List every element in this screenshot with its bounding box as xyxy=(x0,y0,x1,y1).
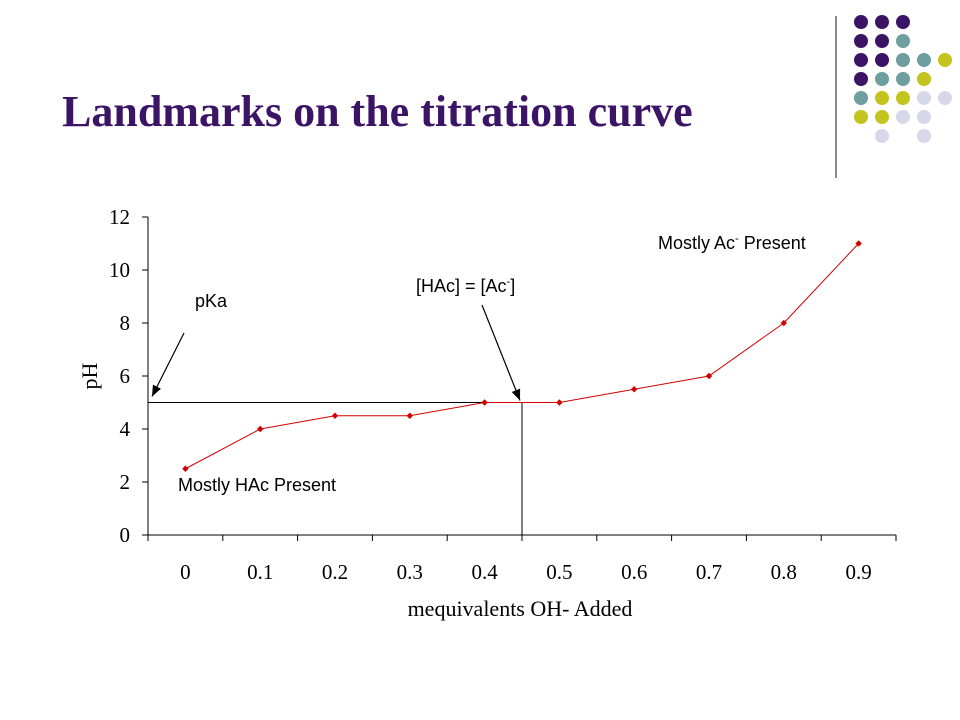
decorative-dot xyxy=(938,91,952,105)
y-tick-label: 12 xyxy=(109,205,130,229)
decorative-dot xyxy=(854,34,868,48)
x-tick-label: 0.1 xyxy=(247,560,273,584)
y-tick-label: 6 xyxy=(120,364,131,388)
y-tick-label: 4 xyxy=(120,417,131,441)
x-tick-label: 0.9 xyxy=(845,560,871,584)
data-point xyxy=(481,399,488,406)
y-tick-label: 10 xyxy=(109,258,130,282)
decorative-dot xyxy=(875,34,889,48)
data-point xyxy=(705,372,713,380)
decorative-dot xyxy=(875,72,889,86)
x-tick-label: 0.8 xyxy=(771,560,797,584)
decorative-dot xyxy=(896,110,910,124)
x-tick-label: 0.5 xyxy=(546,560,572,584)
data-point xyxy=(331,412,339,419)
half-equivalence-arrow xyxy=(481,304,521,401)
x-tick-label: 0.4 xyxy=(471,560,498,584)
reference-lines xyxy=(148,402,523,535)
y-tick-label: 0 xyxy=(120,523,131,547)
y-tick-labels: 0 2 4 6 8 10 12 xyxy=(109,205,131,547)
half-equivalence-label: [HAc] = [Ac-] xyxy=(416,276,515,296)
decorative-dot-grid xyxy=(854,15,952,143)
data-point xyxy=(406,412,413,419)
x-tick-label: 0 xyxy=(180,560,191,584)
mostly-hac-label: Mostly HAc Present xyxy=(178,475,336,495)
decorative-dot xyxy=(917,110,931,124)
decorative-dot xyxy=(917,53,931,67)
mostly-ac-label: Mostly Ac- Present xyxy=(658,233,806,253)
mostly-ac-end: Present xyxy=(739,233,806,253)
decorative-dot xyxy=(896,34,910,48)
x-tick-label: 0.6 xyxy=(621,560,647,584)
decorative-dot xyxy=(917,129,931,143)
pka-arrow xyxy=(151,332,185,397)
decorative-dot xyxy=(854,53,868,67)
y-axis-title: pH xyxy=(77,362,102,389)
decorative-dot xyxy=(854,91,868,105)
half-equivalence-close: ] xyxy=(510,276,515,296)
x-tick-labels: 0 0.1 0.2 0.3 0.4 0.5 0.6 0.7 0.8 0.9 xyxy=(180,560,872,584)
half-equivalence-arrow-head xyxy=(511,388,521,401)
x-tick-label: 0.7 xyxy=(696,560,722,584)
titration-series xyxy=(182,240,862,472)
decorative-dot xyxy=(854,15,868,29)
data-point xyxy=(780,319,787,327)
y-tick-label: 2 xyxy=(120,470,131,494)
y-tick-label: 8 xyxy=(120,311,131,335)
decorative-dot xyxy=(875,15,889,29)
decorative-dot xyxy=(896,15,910,29)
half-equivalence-superscript: - xyxy=(507,276,511,288)
data-point xyxy=(257,425,264,433)
chart-annotations: pKa [HAc] = [Ac-] Mostly Ac- Present Mos… xyxy=(178,233,806,495)
decorative-dot xyxy=(854,110,868,124)
x-tick-label: 0.2 xyxy=(322,560,348,584)
decorative-dot xyxy=(896,72,910,86)
half-equivalence-text: [HAc] = [Ac xyxy=(416,276,507,296)
decorative-dot xyxy=(896,91,910,105)
data-point xyxy=(631,386,638,393)
slide-title: Landmarks on the titration curve xyxy=(62,87,693,136)
decorative-dot xyxy=(917,91,931,105)
decorative-vertical-rule xyxy=(835,16,837,178)
annotation-arrows xyxy=(151,304,521,401)
x-tick-label: 0.3 xyxy=(397,560,423,584)
decorative-dot xyxy=(854,72,868,86)
data-point xyxy=(182,465,189,472)
mostly-ac-superscript: - xyxy=(735,233,739,245)
decorative-dot xyxy=(917,72,931,86)
decorative-dot xyxy=(875,110,889,124)
mostly-ac-text: Mostly Ac xyxy=(658,233,735,253)
data-point xyxy=(556,399,563,406)
series-line xyxy=(185,243,859,470)
decorative-dot xyxy=(875,129,889,143)
decorative-dot xyxy=(938,53,952,67)
decorative-dot xyxy=(875,91,889,105)
pka-arrow-head xyxy=(152,384,161,397)
pka-label: pKa xyxy=(195,291,228,311)
decorative-dot xyxy=(875,53,889,67)
decorative-dot xyxy=(896,53,910,67)
x-axis-title: mequivalents OH- Added xyxy=(408,596,633,621)
data-point xyxy=(855,240,862,247)
